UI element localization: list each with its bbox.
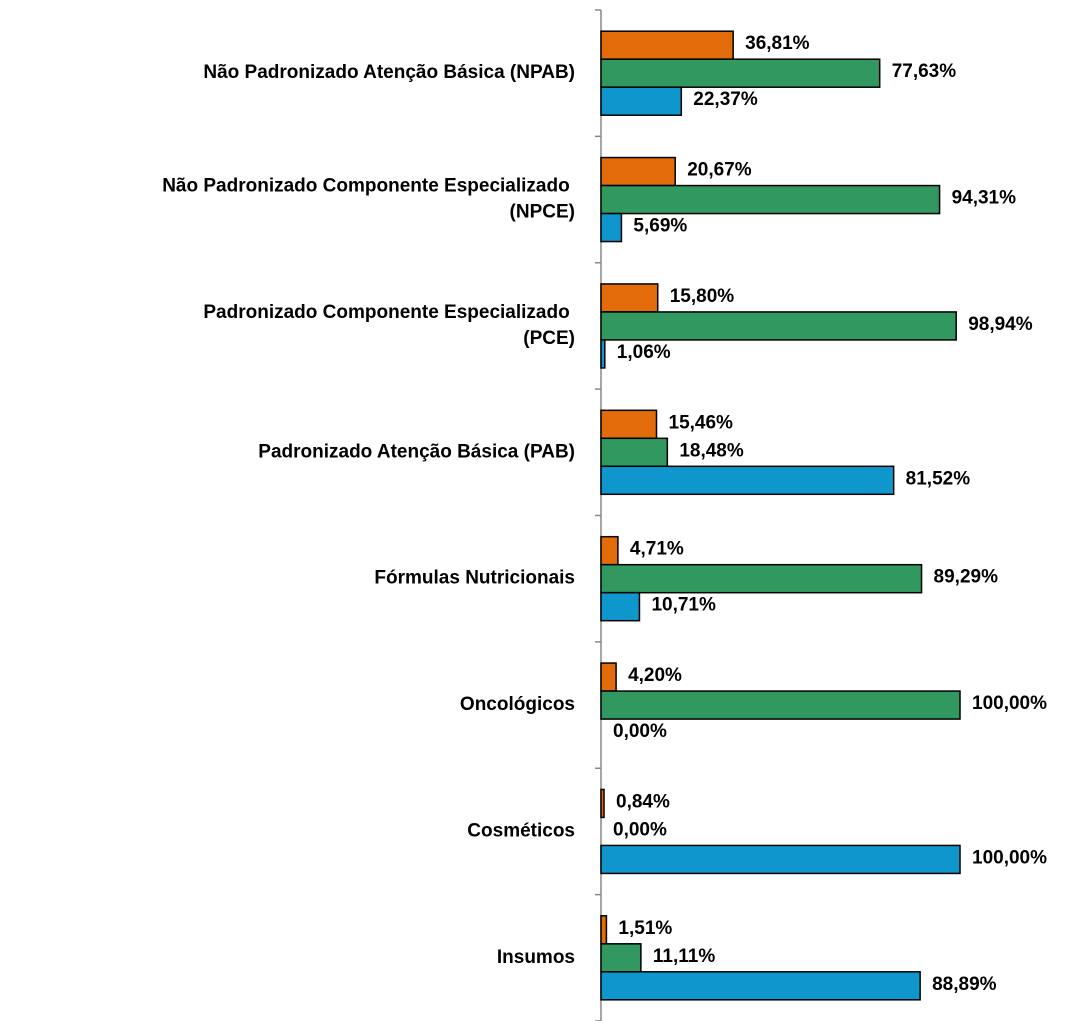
bar — [600, 311, 957, 341]
data-label: 98,94% — [968, 314, 1033, 335]
bar — [600, 591, 641, 622]
data-label: 0,00% — [613, 819, 667, 840]
data-label: 0,00% — [613, 721, 667, 742]
data-label: 77,63% — [892, 61, 957, 82]
category-label: Oncológicos — [460, 694, 575, 715]
data-label: 20,67% — [687, 160, 752, 181]
data-label: 22,37% — [693, 89, 758, 110]
bar — [600, 86, 683, 116]
bar — [600, 465, 895, 496]
bar — [600, 283, 659, 313]
bar — [600, 788, 605, 819]
bar — [600, 437, 669, 468]
category-label: Padronizado Componente Especializado (PC… — [203, 302, 575, 349]
data-label: 11,11% — [653, 946, 715, 967]
data-label: 1,06% — [617, 342, 671, 363]
data-label: 88,89% — [932, 974, 997, 995]
bar — [600, 844, 961, 875]
data-label: 5,69% — [633, 216, 687, 237]
bar — [600, 212, 623, 243]
bar — [600, 563, 923, 594]
bar — [600, 690, 961, 720]
category-label: Padronizado Atenção Básica (PAB) — [258, 441, 575, 462]
data-label: 4,20% — [628, 665, 682, 686]
category-label: Não Padronizado Componente Especializado… — [162, 176, 575, 223]
data-label: 0,84% — [616, 791, 670, 812]
data-label: 36,81% — [745, 33, 810, 54]
category-label: Cosméticos — [467, 820, 575, 841]
data-label: 94,31% — [952, 188, 1017, 209]
data-label: 15,80% — [670, 286, 735, 307]
data-label: 89,29% — [934, 567, 999, 588]
bar — [600, 156, 676, 187]
bar — [600, 535, 619, 566]
bar — [600, 915, 608, 945]
data-label: 18,48% — [679, 440, 744, 461]
bar — [600, 30, 734, 60]
data-label: 4,71% — [630, 539, 684, 560]
bar — [600, 971, 921, 1001]
category-label: Fórmulas Nutricionais — [374, 568, 575, 589]
data-label: 100,00% — [972, 693, 1047, 714]
data-label: 1,51% — [618, 918, 672, 939]
category-label: Não Padronizado Atenção Básica (NPAB) — [203, 62, 575, 83]
data-label: 81,52% — [906, 468, 971, 489]
bar — [600, 662, 617, 692]
bar — [600, 943, 642, 973]
data-label: 100,00% — [972, 847, 1047, 868]
bar — [600, 339, 606, 369]
data-label: 10,71% — [651, 595, 716, 616]
data-label: 15,46% — [669, 412, 734, 433]
bar — [600, 58, 881, 88]
bar — [600, 409, 658, 440]
bar — [600, 184, 941, 215]
category-label: Insumos — [497, 947, 575, 968]
